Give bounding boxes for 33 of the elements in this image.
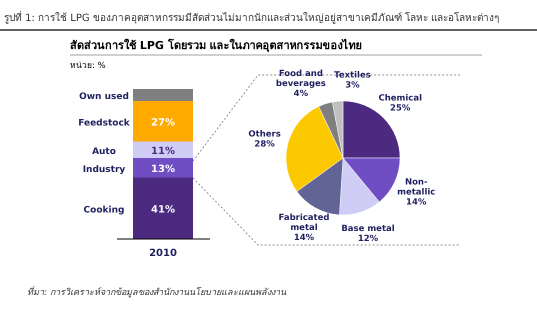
bar — [133, 89, 193, 101]
series-label: Auto — [92, 146, 116, 157]
slice-label: Others — [248, 129, 281, 140]
series-label: Industry — [82, 164, 126, 175]
slice-label: Non-metallic — [397, 177, 436, 198]
slice-label: Fabricated metal — [278, 212, 330, 233]
data-label: 11% — [151, 146, 175, 157]
text: หน่วย: % — [70, 61, 106, 71]
data-label: 12% — [358, 234, 379, 244]
series-label: Own used — [79, 92, 129, 102]
series-label: Cooking — [84, 205, 124, 216]
data-label: 14% — [294, 232, 315, 243]
data-label: 13% — [151, 164, 175, 175]
data-label: 27% — [151, 117, 175, 128]
slice-label: Food and beverages — [276, 69, 326, 90]
slice-label: Textiles — [334, 70, 371, 81]
data-label: 4% — [294, 89, 309, 100]
series-label: Feedstock — [78, 118, 131, 128]
text: ที่มา: การวิเคราะห์จากข้อมูลของสำนักงานนโยบายและแผนพลังงาน — [27, 285, 287, 298]
text: สัดส่วนการใช้ LPG โดยรวม และในภาคอุตสาหกรรมของไทย — [70, 38, 362, 53]
data-label: 14% — [406, 197, 427, 208]
bar — [133, 158, 193, 178]
slice-label: Base metal — [341, 224, 395, 234]
data-label: 3% — [345, 80, 360, 91]
text: รูปที่ 1: การใช้ LPG ของภาคอุตสาหกรรมมีสัดส่วนไม่มากนักและส่วนใหญ่อยู่สาขาเคมีภัณฑ์ โลหะ และอโลหะต่างๆ — [4, 10, 500, 24]
data-label: 25% — [390, 103, 411, 114]
bar — [133, 142, 193, 158]
bar — [133, 178, 193, 239]
bar — [133, 101, 193, 142]
slice-label: Chemical — [378, 93, 422, 104]
data-label: 41% — [151, 204, 175, 216]
data-label: 28% — [254, 139, 276, 150]
x-tick-label: 2010 — [149, 248, 177, 259]
